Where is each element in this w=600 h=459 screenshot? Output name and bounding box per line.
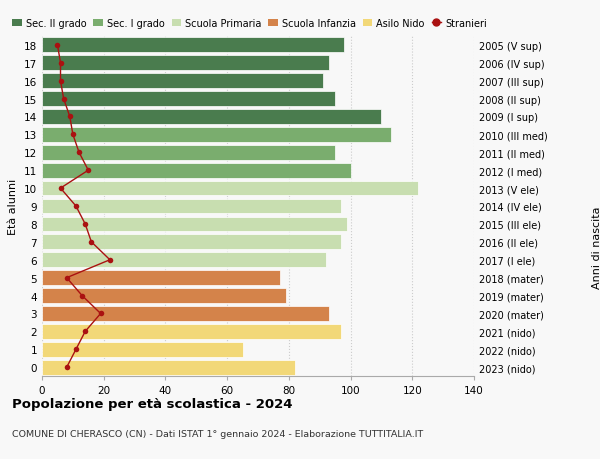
Bar — [42, 307, 329, 321]
Bar — [42, 56, 329, 71]
Bar — [42, 235, 341, 250]
Bar — [42, 128, 391, 142]
Bar — [42, 253, 326, 268]
Bar — [42, 271, 280, 285]
Bar — [42, 342, 242, 357]
Bar — [42, 92, 335, 106]
Y-axis label: Età alunni: Età alunni — [8, 179, 19, 235]
Bar — [42, 217, 347, 232]
Bar — [42, 74, 323, 89]
Bar — [42, 325, 341, 339]
Bar — [42, 39, 344, 53]
Legend: Sec. II grado, Sec. I grado, Scuola Primaria, Scuola Infanzia, Asilo Nido, Stran: Sec. II grado, Sec. I grado, Scuola Prim… — [13, 18, 487, 28]
Text: Popolazione per età scolastica - 2024: Popolazione per età scolastica - 2024 — [12, 397, 293, 410]
Bar — [42, 110, 382, 124]
Bar — [42, 289, 286, 303]
Text: Anni di nascita: Anni di nascita — [592, 207, 600, 289]
Bar — [42, 181, 418, 196]
Bar — [42, 360, 295, 375]
Bar — [42, 146, 335, 160]
Bar — [42, 199, 341, 214]
Bar — [42, 163, 350, 178]
Text: COMUNE DI CHERASCO (CN) - Dati ISTAT 1° gennaio 2024 - Elaborazione TUTTITALIA.I: COMUNE DI CHERASCO (CN) - Dati ISTAT 1° … — [12, 429, 423, 438]
